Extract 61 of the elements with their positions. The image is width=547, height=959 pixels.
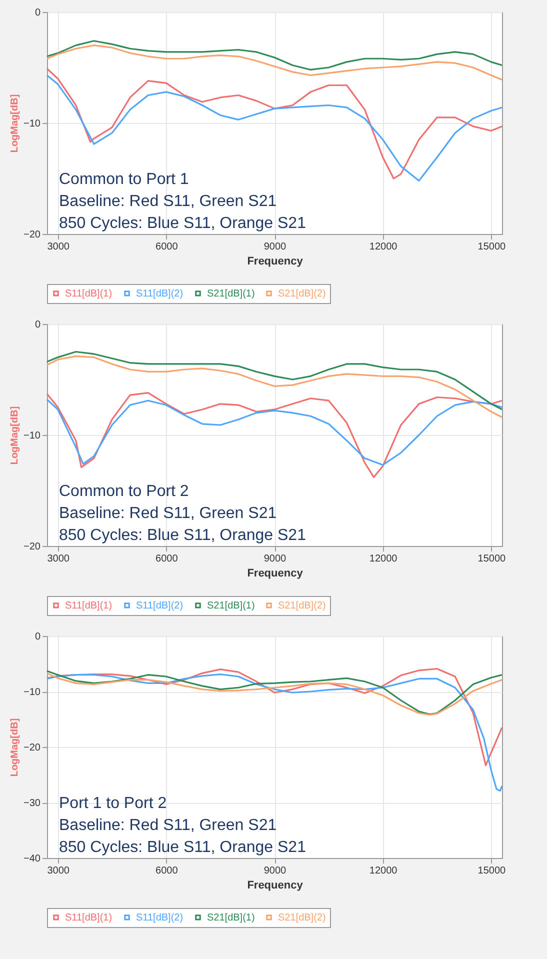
line-series <box>46 673 503 792</box>
legend-label: S21[dB](2) <box>278 912 326 924</box>
y-tick-label: −20 <box>24 742 41 754</box>
x-tick-label: 3000 <box>47 242 70 252</box>
x-tick-label: 12000 <box>369 866 398 876</box>
legend-label: S21[dB](1) <box>207 288 255 300</box>
x-tick-label: 15000 <box>478 242 506 252</box>
line-series <box>46 44 503 81</box>
legend-label: S21[dB](2) <box>278 600 326 612</box>
x-tick-label: 15000 <box>478 866 506 876</box>
legend-label: S21[dB](1) <box>207 600 255 612</box>
legend-label: S11[dB](1) <box>65 912 112 924</box>
annotation: Common to Port 2 <box>59 483 189 500</box>
annotation: Common to Port 1 <box>59 171 189 188</box>
x-tick-label: 6000 <box>156 554 178 564</box>
y-tick-label: 0 <box>34 8 41 18</box>
y-tick-label: 0 <box>34 632 41 642</box>
x-tick-label: 12000 <box>369 554 398 564</box>
line-series <box>46 668 503 766</box>
line-series <box>46 40 503 71</box>
y-tick-label: −20 <box>24 230 41 240</box>
y-tick-label: −40 <box>24 854 41 864</box>
legend-label: S11[dB](2) <box>136 600 184 612</box>
legend-label: S11[dB](1) <box>65 600 112 612</box>
x-tick-label: 6000 <box>156 866 178 876</box>
annotation: Baseline: Red S11, Green S21 <box>59 817 277 834</box>
x-axis-title: Frequency <box>247 256 304 268</box>
legend-label: S21[dB](2) <box>278 288 326 300</box>
x-tick-label: 6000 <box>156 242 178 252</box>
x-tick-label: 3000 <box>47 866 70 876</box>
x-tick-label: 9000 <box>264 554 287 564</box>
annotation: Baseline: Red S11, Green S21 <box>59 505 277 522</box>
legend-label: S21[dB](1) <box>207 912 255 924</box>
y-tick-label: −20 <box>24 542 41 552</box>
x-tick-label: 12000 <box>369 242 398 252</box>
y-axis-title: LogMag[dB] <box>10 94 21 153</box>
legend-label: S11[dB](1) <box>65 288 112 300</box>
y-tick-label: 0 <box>34 320 41 330</box>
x-tick-label: 3000 <box>47 554 70 564</box>
x-tick-label: 9000 <box>264 242 287 252</box>
y-tick-label: −10 <box>24 687 41 698</box>
line-series <box>46 392 503 478</box>
line-series <box>46 355 503 418</box>
x-axis-title: Frequency <box>247 568 304 580</box>
x-tick-label: 9000 <box>264 866 287 876</box>
line-series <box>46 398 503 466</box>
legend-label: S11[dB](2) <box>136 288 184 300</box>
x-tick-label: 15000 <box>478 554 506 564</box>
annotation: 850 Cycles: Blue S11, Orange S21 <box>59 215 306 232</box>
annotation: Port 1 to Port 2 <box>59 795 167 812</box>
annotation: 850 Cycles: Blue S11, Orange S21 <box>59 527 306 544</box>
y-tick-label: −10 <box>24 430 41 442</box>
y-axis-title: LogMag[dB] <box>10 718 21 777</box>
y-axis-title: LogMag[dB] <box>10 406 21 465</box>
annotation: Baseline: Red S11, Green S21 <box>59 193 277 210</box>
legend-label: S11[dB](2) <box>136 912 184 924</box>
y-tick-label: −10 <box>24 118 41 130</box>
line-series <box>46 350 503 410</box>
annotation: 850 Cycles: Blue S11, Orange S21 <box>59 839 306 856</box>
y-tick-label: −30 <box>24 798 41 809</box>
x-axis-title: Frequency <box>247 880 304 892</box>
